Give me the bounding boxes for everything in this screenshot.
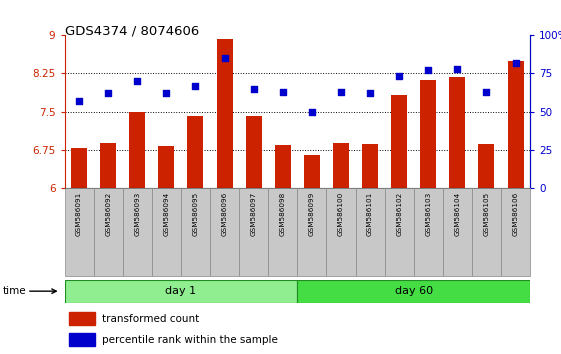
Text: time: time (3, 286, 26, 296)
Bar (65, 280, 297, 303)
Bar (501, 188, 530, 276)
Point (75, 98, 84, 104)
Bar (385, 188, 413, 276)
Bar (472, 188, 501, 276)
Bar (297, 280, 530, 303)
Text: GSM586095: GSM586095 (192, 192, 199, 236)
Bar (71, 148, 87, 188)
Text: GSM586104: GSM586104 (454, 192, 461, 236)
Bar (268, 188, 297, 276)
Bar (297, 188, 327, 276)
Bar (413, 188, 443, 276)
Point (104, 90, 113, 96)
Point (133, 78, 142, 84)
Bar (69, 312, 95, 325)
Bar (181, 188, 210, 276)
Bar (420, 80, 436, 188)
Bar (65, 188, 94, 276)
Text: GSM586098: GSM586098 (280, 192, 286, 236)
Text: transformed count: transformed count (102, 314, 199, 324)
Bar (356, 188, 385, 276)
Text: GDS4374 / 8074606: GDS4374 / 8074606 (65, 25, 199, 38)
Bar (69, 333, 95, 346)
Text: GSM586092: GSM586092 (105, 192, 111, 236)
Text: GSM586103: GSM586103 (425, 192, 431, 236)
Text: GSM586106: GSM586106 (513, 192, 518, 236)
Point (220, 56, 229, 61)
Text: GSM586101: GSM586101 (367, 192, 373, 236)
Bar (158, 146, 174, 188)
Bar (239, 188, 268, 276)
Bar (129, 112, 145, 188)
Text: GSM586091: GSM586091 (76, 192, 82, 236)
Text: GSM586100: GSM586100 (338, 192, 344, 236)
Bar (152, 188, 181, 276)
Bar (210, 188, 239, 276)
Text: GSM586105: GSM586105 (484, 192, 490, 236)
Point (191, 83, 200, 88)
Point (307, 109, 316, 114)
Bar (449, 77, 466, 188)
Text: GSM586094: GSM586094 (163, 192, 169, 236)
Point (453, 66, 462, 72)
Bar (100, 143, 116, 188)
Bar (94, 188, 123, 276)
Bar (508, 61, 523, 188)
Point (482, 89, 491, 95)
Point (162, 90, 171, 96)
Text: day 1: day 1 (165, 286, 196, 296)
Point (424, 68, 433, 73)
Text: GSM586102: GSM586102 (396, 192, 402, 236)
Text: percentile rank within the sample: percentile rank within the sample (102, 335, 278, 345)
Bar (391, 95, 407, 188)
Point (366, 90, 375, 96)
Bar (187, 115, 204, 188)
Text: GSM586093: GSM586093 (134, 192, 140, 236)
Bar (304, 155, 320, 188)
Point (249, 86, 258, 92)
Point (337, 89, 346, 95)
Point (395, 74, 404, 79)
Text: GSM586097: GSM586097 (251, 192, 257, 236)
Bar (275, 145, 291, 188)
Bar (123, 188, 152, 276)
Bar (479, 144, 494, 188)
Text: GSM586099: GSM586099 (309, 192, 315, 236)
Bar (246, 115, 261, 188)
Bar (327, 188, 356, 276)
Text: day 60: day 60 (395, 286, 433, 296)
Bar (362, 144, 378, 188)
Bar (333, 143, 349, 188)
Point (511, 60, 520, 65)
Text: GSM586096: GSM586096 (222, 192, 228, 236)
Bar (443, 188, 472, 276)
Bar (217, 39, 233, 188)
Point (278, 89, 287, 95)
